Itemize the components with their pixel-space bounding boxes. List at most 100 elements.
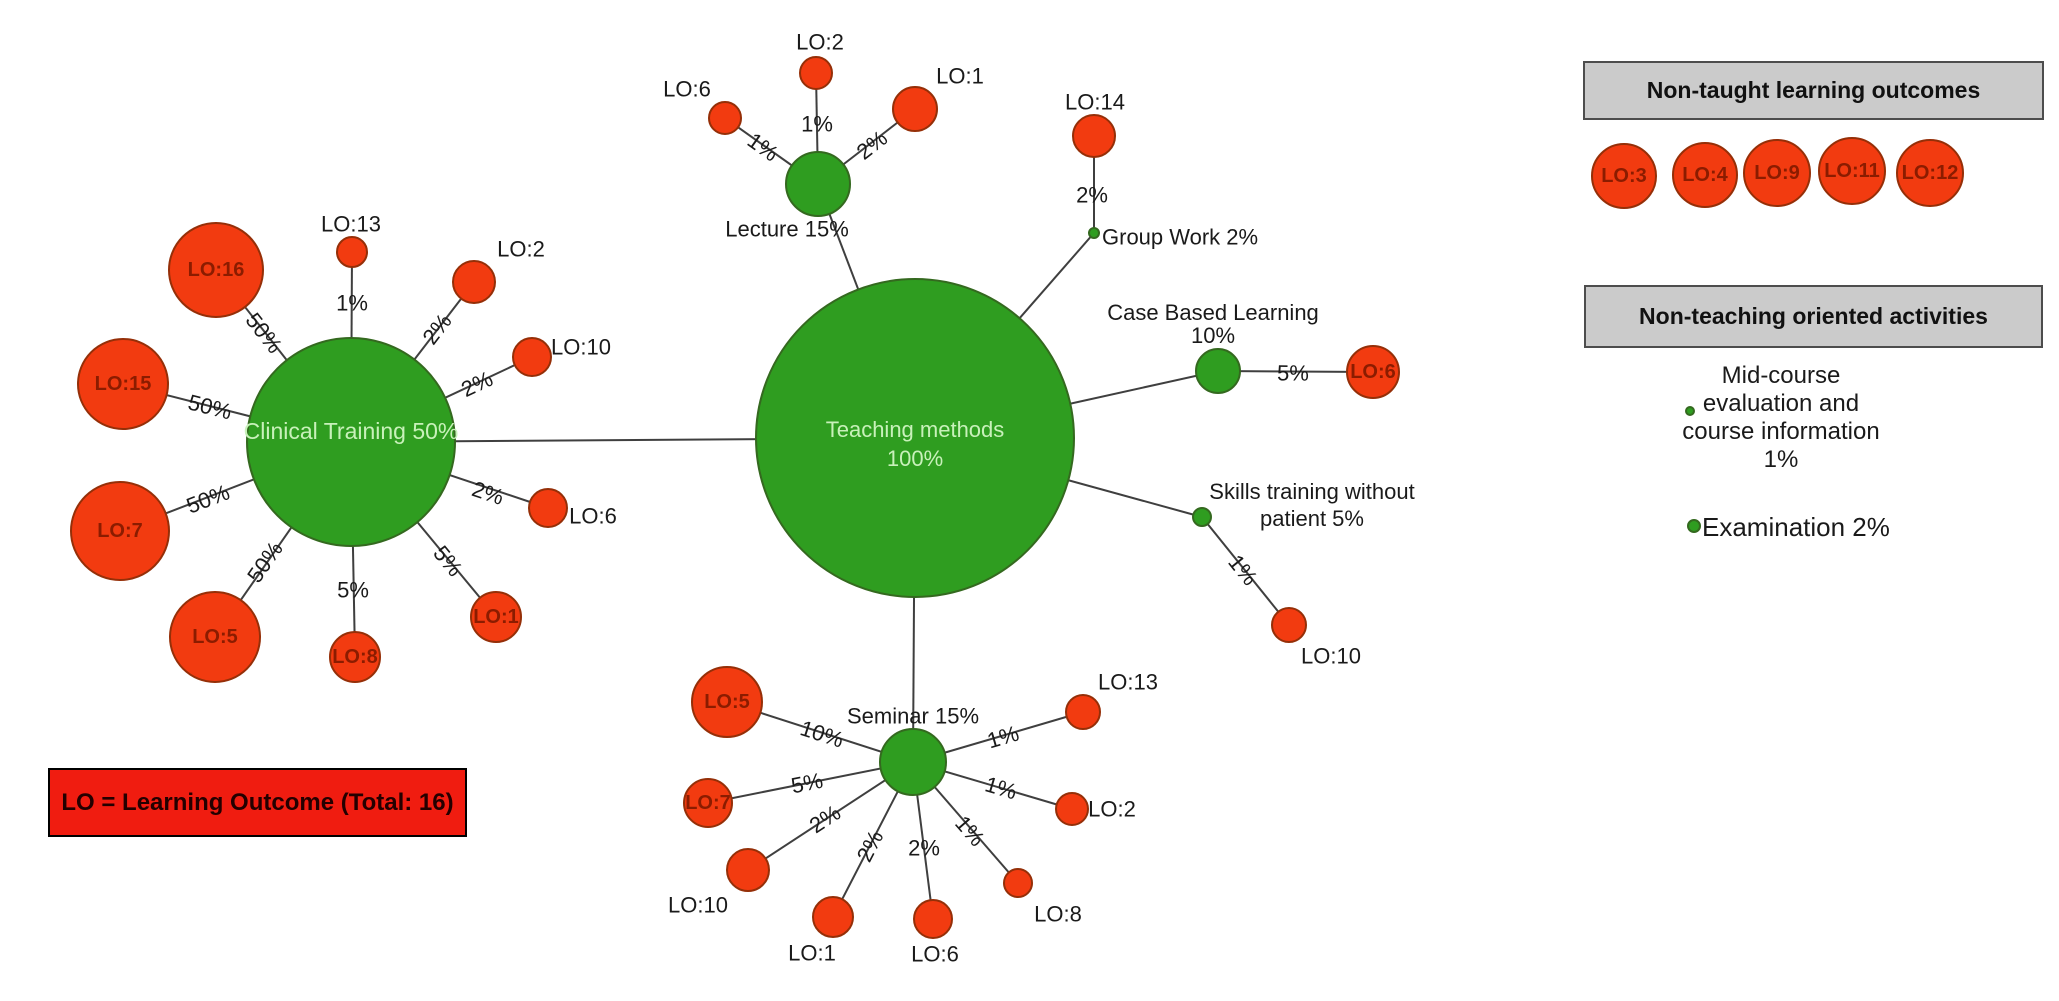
outside-label-sem_lo2: LO:2	[1088, 797, 1136, 822]
node-sem_lo1	[812, 896, 854, 938]
edge-label-clinical-cl_lo6: 2%	[469, 476, 507, 510]
node-seminar	[879, 728, 947, 796]
outside-label-cl_lo10: LO:10	[551, 335, 611, 360]
node-cl_lo7	[70, 481, 170, 581]
edge-label-seminar-sem_lo5: 10%	[797, 715, 847, 752]
outside-label-sem_lo10: LO:10	[668, 893, 728, 918]
node-label-sem_lo7: LO:7	[685, 792, 731, 814]
edge-label-clinical-cl_lo13: 1%	[336, 291, 368, 316]
node-midcourse_dot	[1685, 406, 1695, 416]
outside-label-sem_lo6: LO:6	[911, 942, 959, 967]
node-clinical	[246, 337, 456, 547]
node-nt_lo3	[1591, 143, 1657, 209]
outside-label-groupwork: Group Work 2%	[1102, 225, 1258, 250]
edge-label-clinical-cl_lo8: 5%	[337, 578, 369, 603]
outside-label-sem_lo13: LO:13	[1098, 670, 1158, 695]
node-exam_dot	[1687, 519, 1701, 533]
node-label-cl_lo1: LO:1	[473, 606, 519, 628]
edge-seminar-sem_lo7	[707, 761, 914, 804]
node-label-tm: Teaching methods 100%	[826, 417, 1005, 471]
node-label-cl_lo5: LO:5	[192, 626, 238, 648]
node-label-nt_lo9: LO:9	[1754, 162, 1800, 184]
node-sem_lo5	[691, 666, 763, 738]
node-label-nt_lo12: LO:12	[1902, 162, 1959, 184]
edge-label-seminar-sem_lo1: 2%	[852, 826, 889, 866]
edge-label-seminar-sem_lo6: 2%	[908, 836, 940, 861]
node-nt_lo11	[1818, 137, 1886, 205]
outside-label-sem_lo1: LO:1	[788, 941, 836, 966]
node-label-cl_lo8: LO:8	[332, 646, 378, 668]
node-tm	[755, 278, 1075, 598]
node-gw_lo14	[1072, 114, 1116, 158]
edge-label-seminar-sem_lo7: 5%	[789, 768, 825, 799]
node-label-nt_lo11: LO:11	[1824, 160, 1880, 182]
node-cl_lo10	[512, 337, 552, 377]
node-sem_lo13	[1065, 694, 1101, 730]
node-cl_lo2	[452, 260, 496, 304]
node-nt_lo4	[1672, 142, 1738, 208]
node-sem_lo2	[1055, 792, 1089, 826]
node-groupwork	[1088, 227, 1100, 239]
edge-label-lecture-lec_lo2: 1%	[801, 112, 833, 137]
edge-skills-sk_lo10	[1201, 516, 1290, 626]
node-label-cl_lo7: LO:7	[97, 520, 143, 542]
node-cl_lo16	[168, 222, 264, 318]
node-sem_lo7	[683, 778, 733, 828]
node-lec_lo2	[799, 56, 833, 90]
node-cl_lo1	[470, 591, 522, 643]
node-cl_lo13	[336, 236, 368, 268]
node-cl_lo8	[329, 631, 381, 683]
edge-label-clinical-cl_lo10: 2%	[457, 366, 496, 402]
outside-label-lec_lo1: LO:1	[936, 64, 984, 89]
edge-label-clinical-cl_lo7: 50%	[183, 479, 233, 518]
node-cl_lo5	[169, 591, 261, 683]
learning-outcome-legend: LO = Learning Outcome (Total: 16)	[48, 768, 467, 837]
outside-label-lecture: Lecture 15%	[725, 217, 849, 242]
outside-label-cl_lo13: LO:13	[321, 212, 381, 237]
node-cl_lo6	[528, 488, 568, 528]
node-label-sem_lo5: LO:5	[704, 691, 750, 713]
node-skills	[1192, 507, 1212, 527]
node-lecture	[785, 151, 851, 217]
edge-label-clinical-cl_lo15: 50%	[186, 389, 235, 424]
node-nt_lo12	[1896, 139, 1964, 207]
outside-label-cbl: Case Based Learning 10%	[1107, 300, 1319, 348]
node-label-nt_lo4: LO:4	[1682, 164, 1728, 186]
node-label-nt_lo3: LO:3	[1601, 165, 1647, 187]
edge-label-clinical-cl_lo5: 50%	[242, 537, 288, 587]
outside-label-lec_lo2: LO:2	[796, 30, 844, 55]
node-lec_lo1	[892, 86, 938, 132]
node-label-cbl_lo6: LO:6	[1350, 361, 1396, 383]
edge-label-lecture-lec_lo6: 1%	[743, 128, 783, 167]
node-cbl_lo6	[1346, 345, 1400, 399]
edge-label-seminar-sem_lo13: 1%	[984, 721, 1022, 754]
non-taught-learning-outcomes-header: Non-taught learning outcomes	[1583, 61, 2044, 120]
outside-label-cl_lo2: LO:2	[497, 237, 545, 262]
node-cbl	[1195, 348, 1241, 394]
midcourse-evaluation-label: Mid-course evaluation and course informa…	[1682, 362, 1880, 473]
node-nt_lo9	[1743, 139, 1811, 207]
outside-label-gw_lo14: LO:14	[1065, 90, 1125, 115]
edge-label-cbl-cbl_lo6: 5%	[1277, 360, 1309, 385]
node-lec_lo6	[708, 101, 742, 135]
examination-label: Examination 2%	[1702, 512, 1890, 542]
non-teaching-oriented-activities-header: Non-teaching oriented activities	[1584, 285, 2043, 348]
edge-label-groupwork-gw_lo14: 2%	[1076, 183, 1108, 208]
outside-label-skills: Skills training without patient 5%	[1209, 479, 1414, 531]
node-sem_lo8	[1003, 868, 1033, 898]
node-cl_lo15	[77, 338, 169, 430]
outside-label-sem_lo8: LO:8	[1034, 902, 1082, 927]
outside-label-lec_lo6: LO:6	[663, 77, 711, 102]
edge-label-seminar-sem_lo2: 1%	[982, 771, 1020, 804]
edge-label-clinical-cl_lo2: 2%	[417, 309, 456, 349]
outside-label-seminar: Seminar 15%	[847, 704, 979, 729]
node-label-cl_lo16: LO:16	[188, 259, 245, 281]
node-label-clinical: Clinical Training 50%	[244, 418, 459, 444]
node-sem_lo6	[913, 899, 953, 939]
outside-label-sk_lo10: LO:10	[1301, 644, 1361, 669]
node-label-cl_lo15: LO:15	[95, 373, 152, 395]
node-sem_lo10	[726, 848, 770, 892]
edge-label-seminar-sem_lo10: 2%	[805, 800, 845, 838]
